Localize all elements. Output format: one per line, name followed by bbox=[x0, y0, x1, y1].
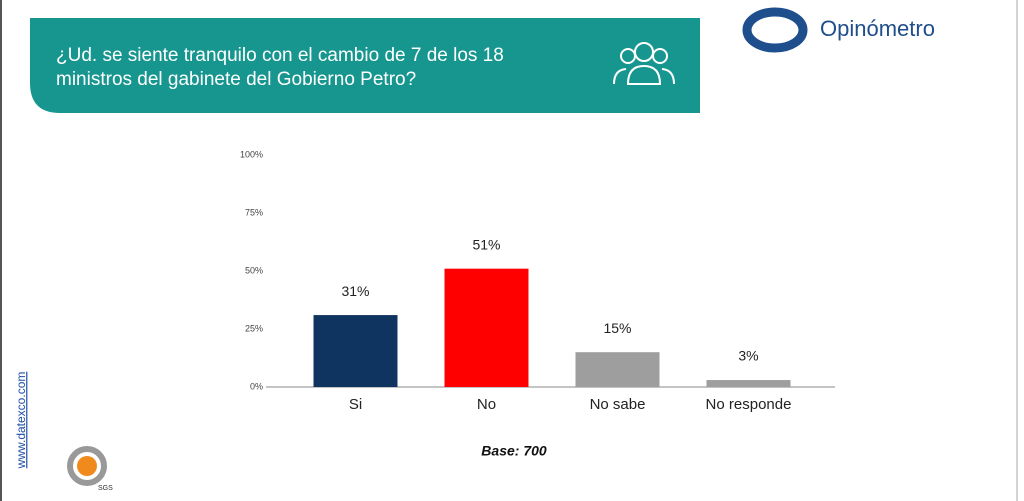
bar bbox=[575, 352, 660, 387]
bar bbox=[313, 315, 398, 387]
value-label: 51% bbox=[472, 236, 500, 252]
value-label: 3% bbox=[738, 348, 758, 364]
title-banner bbox=[30, 18, 700, 113]
y-tick-label: 25% bbox=[245, 323, 263, 333]
y-tick-label: 50% bbox=[245, 265, 263, 275]
cert-label: SGS bbox=[98, 485, 113, 492]
brand-name: Opinómetro bbox=[820, 16, 935, 41]
brand-logo bbox=[742, 7, 808, 53]
x-tick-label: No bbox=[477, 396, 496, 413]
value-label: 15% bbox=[603, 320, 631, 336]
people-icon bbox=[613, 42, 675, 85]
website: www.datexco.com bbox=[14, 372, 28, 470]
chart-title: ¿Ud. se siente tranquilo con el cambio d… bbox=[56, 45, 504, 90]
y-tick-label: 75% bbox=[245, 207, 263, 217]
y-tick-label: 0% bbox=[250, 381, 263, 391]
x-tick-label: Si bbox=[349, 396, 362, 413]
y-tick-label: 100% bbox=[240, 149, 263, 159]
bar bbox=[444, 268, 529, 387]
value-label: 31% bbox=[341, 283, 369, 299]
x-tick-label: No responde bbox=[706, 396, 792, 413]
cert-logo-center bbox=[77, 456, 97, 476]
x-tick-label: No sabe bbox=[590, 396, 646, 413]
bar bbox=[706, 380, 791, 387]
cert-logo bbox=[67, 446, 107, 486]
chart-note: Base: 700 bbox=[481, 443, 547, 459]
